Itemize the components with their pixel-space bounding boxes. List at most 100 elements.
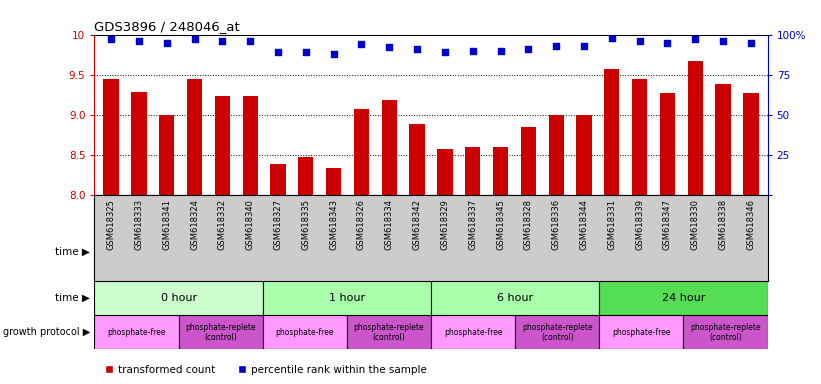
Text: phosphate-free: phosphate-free [108, 328, 166, 337]
Bar [270, 164, 286, 195]
Bar [493, 147, 508, 195]
Bar [131, 92, 147, 195]
Text: phosphate-replete
(control): phosphate-replete (control) [522, 323, 593, 342]
Text: 24 hour: 24 hour [662, 293, 705, 303]
Point [494, 48, 507, 54]
Point [188, 36, 201, 43]
Text: GSM618324: GSM618324 [190, 199, 199, 250]
Point [689, 36, 702, 43]
Bar [438, 149, 452, 195]
Point [216, 38, 229, 44]
Point [410, 46, 424, 52]
Bar [521, 127, 536, 195]
Bar [94, 315, 179, 349]
Bar [179, 315, 263, 349]
Text: GSM618336: GSM618336 [552, 199, 561, 250]
Point [466, 48, 479, 54]
Text: 0 hour: 0 hour [160, 293, 197, 303]
Point [327, 51, 340, 57]
Text: time ▶: time ▶ [56, 247, 90, 257]
Text: GSM618339: GSM618339 [635, 199, 644, 250]
Bar [382, 100, 397, 195]
Text: phosphate-free: phosphate-free [612, 328, 671, 337]
Bar [466, 147, 480, 195]
Bar [298, 157, 314, 195]
Bar [431, 315, 516, 349]
Text: GSM618345: GSM618345 [496, 199, 505, 250]
Text: phosphate-replete
(control): phosphate-replete (control) [186, 323, 256, 342]
Bar [632, 79, 647, 195]
Bar [604, 69, 620, 195]
Text: GSM618327: GSM618327 [273, 199, 282, 250]
Bar [660, 93, 675, 195]
Text: time ▶: time ▶ [56, 293, 90, 303]
Point [577, 43, 590, 49]
Point [355, 41, 368, 47]
Bar [103, 79, 119, 195]
Bar [94, 281, 263, 315]
Text: GSM618346: GSM618346 [746, 199, 755, 250]
Text: phosphate-replete
(control): phosphate-replete (control) [354, 323, 424, 342]
Bar [688, 61, 703, 195]
Text: GSM618333: GSM618333 [135, 199, 144, 250]
Text: GSM618325: GSM618325 [107, 199, 116, 250]
Text: GSM618328: GSM618328 [524, 199, 533, 250]
Point [272, 49, 285, 55]
Text: GSM618326: GSM618326 [357, 199, 366, 250]
Bar [431, 281, 599, 315]
Text: 6 hour: 6 hour [497, 293, 534, 303]
Text: GDS3896 / 248046_at: GDS3896 / 248046_at [94, 20, 241, 33]
Bar [326, 169, 342, 195]
Bar [215, 96, 230, 195]
Bar [548, 115, 564, 195]
Bar [599, 281, 768, 315]
Text: GSM618341: GSM618341 [163, 199, 172, 250]
Text: GSM618329: GSM618329 [440, 199, 449, 250]
Point [661, 40, 674, 46]
Point [633, 38, 646, 44]
Bar [347, 315, 431, 349]
Point [605, 35, 618, 41]
Bar [683, 315, 768, 349]
Point [132, 38, 145, 44]
Bar [516, 315, 599, 349]
Text: GSM618342: GSM618342 [413, 199, 422, 250]
Text: GSM618344: GSM618344 [580, 199, 589, 250]
Bar [263, 281, 431, 315]
Point [244, 38, 257, 44]
Bar [599, 315, 683, 349]
Text: phosphate-free: phosphate-free [276, 328, 334, 337]
Point [104, 36, 117, 43]
Bar [410, 124, 424, 195]
Text: GSM618337: GSM618337 [468, 199, 477, 250]
Bar [263, 315, 347, 349]
Text: GSM618335: GSM618335 [301, 199, 310, 250]
Point [745, 40, 758, 46]
Bar [743, 93, 759, 195]
Point [717, 38, 730, 44]
Legend: transformed count, percentile rank within the sample: transformed count, percentile rank withi… [99, 361, 431, 379]
Text: GSM618332: GSM618332 [218, 199, 227, 250]
Point [549, 43, 562, 49]
Text: growth protocol ▶: growth protocol ▶ [3, 327, 90, 337]
Point [160, 40, 173, 46]
Bar [576, 115, 592, 195]
Bar [159, 115, 174, 195]
Text: GSM618347: GSM618347 [663, 199, 672, 250]
Point [300, 49, 313, 55]
Text: GSM618338: GSM618338 [718, 199, 727, 250]
Text: GSM618330: GSM618330 [690, 199, 699, 250]
Bar [354, 109, 369, 195]
Bar [715, 84, 731, 195]
Point [383, 44, 396, 50]
Text: GSM618334: GSM618334 [385, 199, 394, 250]
Text: GSM618340: GSM618340 [245, 199, 255, 250]
Text: 1 hour: 1 hour [328, 293, 365, 303]
Text: phosphate-replete
(control): phosphate-replete (control) [690, 323, 761, 342]
Text: GSM618331: GSM618331 [608, 199, 617, 250]
Text: GSM618343: GSM618343 [329, 199, 338, 250]
Point [438, 49, 452, 55]
Bar [187, 79, 202, 195]
Point [522, 46, 535, 52]
Text: phosphate-free: phosphate-free [444, 328, 502, 337]
